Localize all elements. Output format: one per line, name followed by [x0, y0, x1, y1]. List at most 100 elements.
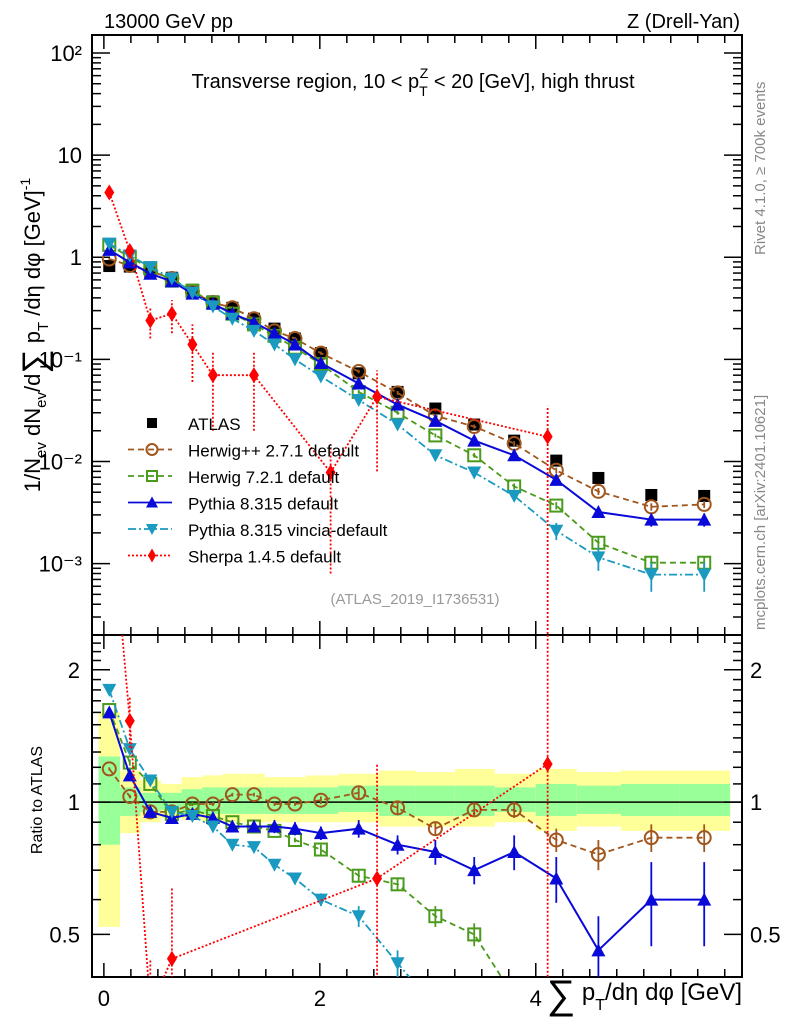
- marker-open-square: [146, 470, 158, 482]
- marker-open-circle: [122, 788, 138, 804]
- marker-open-circle: [145, 443, 159, 456]
- marker-diamond: [145, 312, 156, 329]
- series-line: [108, 709, 503, 977]
- marker-triangle-up: [467, 863, 482, 877]
- marker-open-circle: [246, 787, 262, 803]
- y-tick-label: 10²: [50, 41, 82, 66]
- marker-triangle-down: [351, 910, 366, 924]
- marker-diamond: [166, 305, 177, 322]
- marker-triangle-down: [164, 805, 179, 819]
- marker-triangle-down: [507, 489, 522, 503]
- legend: ATLAS Herwig++ 2.7.1 default Herwig 7.2.1 …: [128, 415, 388, 567]
- marker-triangle-down: [351, 394, 366, 408]
- marker-triangle-up: [143, 804, 158, 818]
- marker-triangle-up: [390, 837, 405, 851]
- marker-triangle-down: [267, 338, 282, 352]
- marker-open-circle: [548, 832, 564, 848]
- side-rivet-label: Rivet 4.1.0, ≥ 700k events: [752, 82, 769, 255]
- band-green-bin: [621, 783, 680, 816]
- legend-entry: Pythia 8.315 vincia-default: [128, 521, 388, 540]
- marker-open-circle: [224, 787, 240, 803]
- marker-diamond: [124, 243, 135, 260]
- marker-diamond: [325, 464, 336, 481]
- marker-square: [147, 418, 157, 428]
- y-axis-label-ratio: Ratio to ATLAS: [29, 746, 46, 854]
- series-pythia-8-315-default: [102, 705, 712, 977]
- marker-triangle-down: [467, 1002, 481, 1015]
- x-axis-label: ∑ pT/dη dφ [GeV]: [547, 973, 742, 1017]
- marker-triangle-up: [351, 821, 366, 835]
- legend-label: Herwig 7.2.1 default: [188, 468, 339, 487]
- marker-triangle-down: [246, 841, 261, 855]
- marker-triangle-down: [164, 272, 179, 286]
- marker-triangle-down: [225, 838, 240, 852]
- marker-triangle-up: [697, 512, 712, 526]
- legend-label: Pythia 8.315 vincia-default: [188, 521, 388, 540]
- marker-open-square: [508, 991, 520, 1003]
- marker-triangle-up: [390, 397, 405, 411]
- marker-triangle-down: [143, 261, 158, 275]
- y-tick-label: 10⁻²: [39, 449, 82, 474]
- marker-triangle-down: [267, 858, 282, 872]
- band-green-bin: [576, 785, 622, 814]
- marker-diamond: [542, 756, 553, 773]
- marker-triangle-down: [143, 774, 158, 788]
- marker-triangle-down: [390, 957, 405, 971]
- marker-triangle-down: [122, 743, 137, 757]
- marker-triangle-down: [146, 524, 158, 535]
- marker-open-circle: [643, 830, 659, 846]
- marker-triangle-up: [591, 505, 606, 519]
- marker-triangle-down: [591, 551, 606, 565]
- marker-triangle-up: [549, 871, 564, 885]
- marker-triangle-down: [185, 286, 200, 300]
- series-pythia-8-315-vincia-default: [102, 683, 481, 1015]
- y-tick-label: 1: [70, 245, 82, 270]
- marker-triangle-up: [102, 705, 117, 719]
- marker-open-circle: [506, 802, 522, 818]
- svg-text:∑ pT/dη dφ [GeV]: ∑ pT/dη dφ [GeV]: [547, 973, 742, 1017]
- y-tick-label-right: 1: [750, 790, 762, 815]
- marker-triangle-down: [205, 820, 220, 834]
- side-mcplots-label: mcplots.cern.ch [arXiv:2401.10621]: [752, 395, 769, 630]
- marker-open-circle: [287, 796, 303, 812]
- marker-open-circle: [696, 830, 712, 846]
- marker-triangle-up: [351, 376, 366, 390]
- marker-open-circle: [313, 792, 329, 808]
- marker-diamond: [145, 1000, 155, 1016]
- marker-triangle-down: [428, 449, 443, 463]
- main-panel: 10² 10 1 10⁻¹ 10⁻² 10⁻³: [39, 34, 743, 977]
- legend-entry: Pythia 8.315 default: [128, 495, 339, 514]
- ratio-data-layer: [101, 635, 712, 1016]
- marker-triangle-down: [697, 568, 712, 582]
- marker-triangle-down: [390, 418, 405, 432]
- band-green-bin: [98, 756, 121, 845]
- ratio-frame: [91, 634, 743, 978]
- main-data-layer: [101, 184, 712, 635]
- marker-triangle-down: [287, 872, 302, 886]
- marker-triangle-up: [267, 819, 282, 833]
- marker-open-square: [467, 448, 482, 463]
- header-process-label: Z (Drell-Yan): [627, 11, 740, 33]
- legend-entry: Sherpa 1.4.5 default: [128, 548, 341, 567]
- marker-open-circle: [590, 846, 606, 862]
- series-line: [108, 689, 411, 977]
- y-tick-label: 10: [58, 143, 82, 168]
- marker-triangle-up: [697, 892, 712, 906]
- legend-label: Herwig++ 2.7.1 default: [188, 442, 359, 461]
- marker-open-circle: [696, 496, 712, 512]
- marker-open-circle: [101, 761, 117, 777]
- band-green-bin: [494, 787, 536, 812]
- marker-diamond: [207, 367, 218, 384]
- marker-diamond: [372, 870, 383, 887]
- marker-open-circle: [351, 785, 367, 801]
- marker-square: [645, 488, 658, 501]
- marker-triangle-up: [267, 326, 282, 340]
- marker-triangle-down: [205, 300, 220, 314]
- marker-triangle-up: [507, 844, 522, 858]
- marker-triangle-down: [102, 683, 117, 697]
- marker-triangle-down: [102, 237, 117, 251]
- series-sherpa-1-4-5-default: [121, 635, 553, 1016]
- marker-diamond: [166, 950, 177, 967]
- marker-triangle-up: [225, 819, 240, 833]
